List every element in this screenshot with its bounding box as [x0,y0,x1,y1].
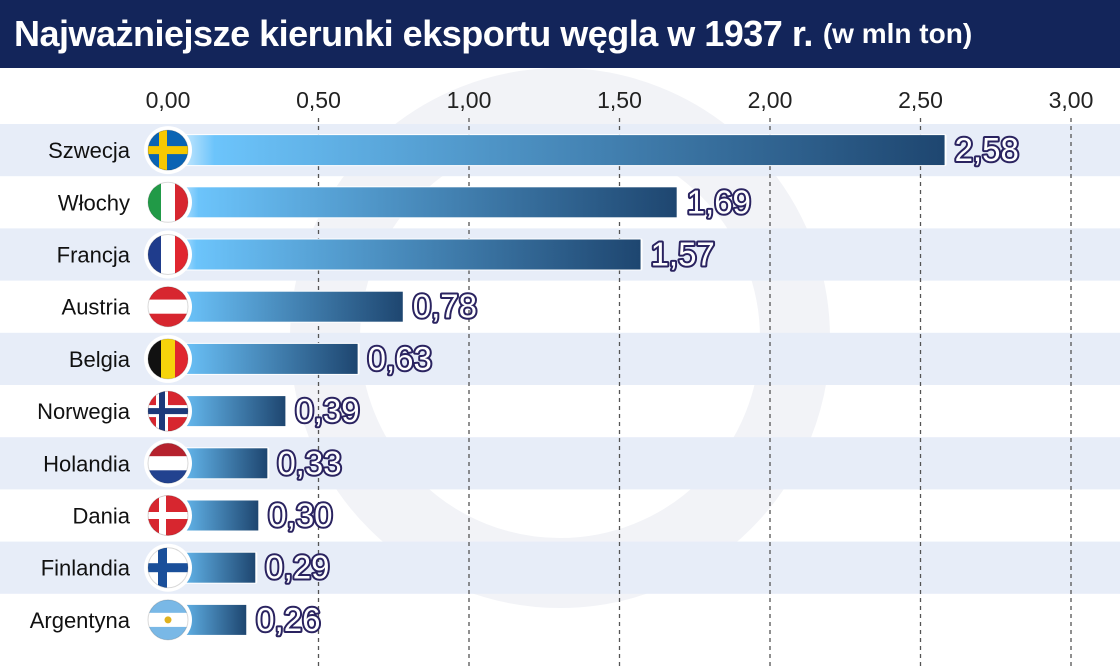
value-label: 0,29 [265,549,329,586]
argentina-flag-icon [144,595,192,644]
finland-flag-icon [144,543,192,592]
value-label: 0,63 [368,340,432,377]
category-label: Finlandia [41,556,131,581]
value-label: 2,58 [955,131,1019,168]
category-label: Włochy [58,190,130,215]
category-label: Belgia [69,347,131,372]
category-label: Austria [62,295,131,320]
category-label: Francja [57,243,131,268]
category-label: Holandia [43,451,131,476]
value-label: 0,26 [256,601,320,638]
value-label: 0,30 [268,497,332,534]
denmark-flag-icon [144,491,192,540]
bar [168,239,641,270]
value-label: 0,78 [413,288,477,325]
x-tick-label: 2,50 [898,87,943,113]
category-label: Szwecja [48,138,131,163]
bar [168,187,677,218]
austria-flag-icon [144,282,192,331]
value-label: 1,69 [687,183,751,220]
x-tick-label: 0,00 [146,87,191,113]
sweden-flag-icon [144,126,192,175]
bar-chart: 0,00 0,50 1,00 1,50 2,00 2,50 3,00 Szwecja 2,58 W… [0,68,1120,668]
x-tick-label: 1,00 [447,87,492,113]
belgium-flag-icon [144,334,192,383]
italy-flag-icon [144,178,192,227]
norway-flag-icon [144,387,192,436]
title-bar: Najważniejsze kierunki eksportu węgla w … [0,0,1120,68]
france-flag-icon [144,230,192,279]
bar [168,291,403,322]
category-label: Norwegia [37,399,131,424]
x-tick-label: 1,50 [597,87,642,113]
value-label: 0,39 [295,392,359,429]
netherlands-flag-icon [144,439,192,488]
bar [168,135,945,166]
category-label: Dania [73,504,131,529]
chart-title: Najważniejsze kierunki eksportu węgla w … [14,13,813,54]
value-label: 1,57 [651,236,715,273]
x-tick-label: 2,00 [748,87,793,113]
bar [168,343,358,374]
value-label: 0,33 [277,444,341,481]
x-tick-label: 3,00 [1049,87,1094,113]
category-label: Argentyna [30,608,131,633]
chart-unit: (w mln ton) [822,18,973,49]
x-tick-label: 0,50 [296,87,341,113]
